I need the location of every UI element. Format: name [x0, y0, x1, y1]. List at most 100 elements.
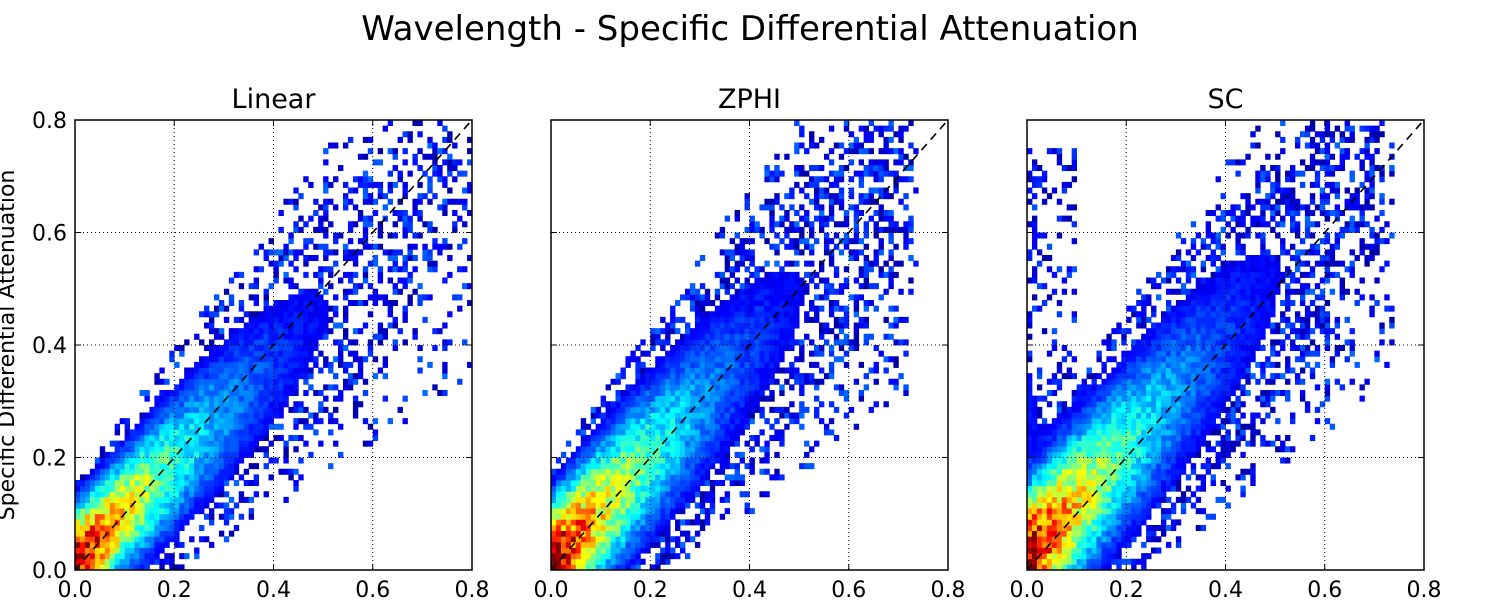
heatmap-cell [1046, 148, 1053, 155]
heatmap-cell [670, 451, 676, 458]
heatmap-cell [759, 277, 765, 284]
heatmap-cell [1027, 170, 1033, 177]
heatmap-cell [903, 339, 909, 346]
heatmap-cell [764, 204, 770, 211]
heatmap-cell [387, 181, 393, 188]
heatmap-cell [1031, 446, 1038, 453]
heatmap-cell [169, 553, 175, 560]
heatmap-cell [1031, 485, 1038, 492]
heatmap-cell [174, 525, 180, 532]
heatmap-cell [303, 305, 309, 312]
heatmap-cell [154, 412, 160, 419]
heatmap-cell [213, 502, 220, 509]
heatmap-cell [853, 339, 860, 346]
heatmap-cell [1061, 412, 1068, 419]
heatmap-cell [99, 558, 106, 565]
heatmap-cell [104, 468, 111, 475]
heatmap-cell [109, 536, 116, 543]
heatmap-cell [169, 485, 175, 492]
heatmap-cell [769, 423, 775, 430]
heatmap-cell [253, 339, 260, 346]
heatmap-cell [699, 390, 706, 397]
heatmap-cell [258, 311, 264, 318]
heatmap-cell [243, 429, 250, 436]
heatmap-cell [243, 390, 250, 397]
heatmap-cell [635, 541, 641, 548]
heatmap-cell [154, 553, 160, 560]
heatmap-cell [387, 305, 393, 312]
heatmap-cell [1081, 474, 1087, 481]
heatmap-cell [1061, 345, 1068, 352]
heatmap-cell [194, 401, 200, 408]
heatmap-cell [719, 384, 726, 391]
heatmap-cell [1126, 384, 1132, 391]
heatmap-cell [759, 226, 765, 233]
heatmap-cell [789, 367, 795, 374]
heatmap-cell [1061, 463, 1068, 470]
heatmap-cell [729, 255, 736, 262]
heatmap-cell [248, 333, 255, 340]
heatmap-cell [169, 406, 175, 413]
heatmap-cell [600, 536, 606, 543]
heatmap-cell [670, 322, 676, 329]
heatmap-cell [818, 136, 825, 143]
heatmap-cell [833, 333, 840, 340]
heatmap-cell [243, 446, 250, 453]
heatmap-cell [174, 345, 180, 352]
heatmap-cell [799, 288, 805, 295]
heatmap-cell [863, 148, 869, 155]
heatmap-cell [228, 378, 235, 385]
heatmap-cell [570, 474, 577, 481]
heatmap-cell [347, 187, 354, 194]
heatmap-cell [1101, 513, 1107, 520]
heatmap-cell [243, 350, 250, 357]
heatmap-cell [878, 165, 884, 172]
heatmap-cell [729, 435, 736, 442]
heatmap-cell [1101, 390, 1107, 397]
heatmap-cell [789, 294, 795, 301]
heatmap-cell [179, 345, 185, 352]
heatmap-cell [1031, 395, 1038, 402]
heatmap-cell [144, 480, 150, 487]
heatmap-cell [253, 350, 260, 357]
heatmap-cell [863, 300, 869, 307]
heatmap-cell [774, 232, 780, 239]
heatmap-cell [580, 485, 587, 492]
heatmap-cell [323, 305, 329, 312]
heatmap-cell [129, 429, 135, 436]
heatmap-cell [744, 339, 750, 346]
heatmap-cell [1086, 508, 1092, 515]
heatmap-cell [823, 328, 830, 335]
heatmap-cell [699, 418, 706, 425]
heatmap-cell [625, 423, 631, 430]
heatmap-cell [615, 401, 621, 408]
heatmap-cell [689, 339, 696, 346]
heatmap-cell [1027, 429, 1033, 436]
heatmap-cell [447, 153, 453, 160]
heatmap-cell [799, 238, 805, 245]
heatmap-cell [615, 541, 621, 548]
heatmap-cell [694, 322, 701, 329]
heatmap-cell [724, 255, 731, 262]
heatmap-cell [699, 429, 706, 436]
heatmap-cell [630, 541, 636, 548]
heatmap-cell [655, 463, 661, 470]
heatmap-cell [799, 131, 805, 138]
heatmap-cell [308, 316, 314, 323]
heatmap-cell [828, 181, 835, 188]
heatmap-cell [734, 243, 740, 250]
heatmap-cell [764, 328, 770, 335]
heatmap-cell [635, 508, 641, 515]
heatmap-cell [169, 468, 175, 475]
heatmap-cell [650, 525, 656, 532]
heatmap-cell [675, 345, 681, 352]
heatmap-cell [828, 260, 835, 267]
heatmap-cell [575, 553, 582, 560]
heatmap-cell [784, 345, 790, 352]
heatmap-cell [888, 255, 894, 262]
heatmap-cell [323, 395, 329, 402]
heatmap-cell [1111, 525, 1117, 532]
heatmap-cell [1076, 519, 1082, 526]
heatmap-cell [1106, 463, 1112, 470]
heatmap-cell [640, 558, 646, 565]
